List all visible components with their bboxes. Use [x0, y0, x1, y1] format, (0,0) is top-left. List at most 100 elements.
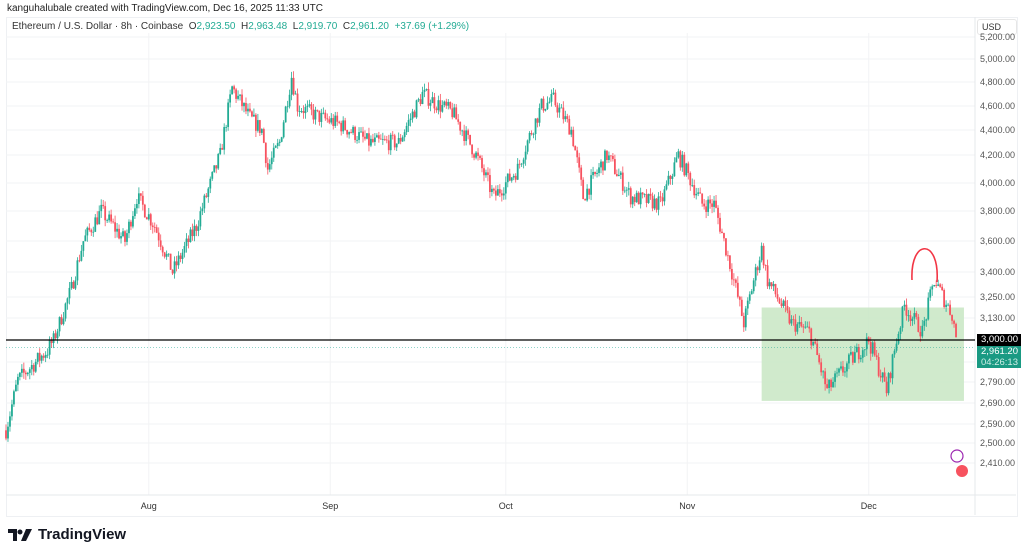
- candle: [939, 284, 942, 287]
- candle: [816, 343, 819, 356]
- candle: [493, 188, 495, 191]
- candle: [427, 89, 430, 106]
- candle: [504, 182, 507, 194]
- chart-pane[interactable]: [6, 17, 1018, 517]
- candle: [383, 139, 386, 140]
- candle: [443, 101, 446, 106]
- candle: [22, 368, 25, 373]
- candle: [576, 150, 579, 158]
- candle: [393, 135, 396, 148]
- candle: [657, 196, 660, 210]
- candle: [453, 107, 456, 118]
- candle: [46, 354, 49, 356]
- candle: [665, 184, 668, 190]
- candle: [395, 143, 398, 148]
- currency-button[interactable]: USD: [977, 19, 1017, 35]
- candle: [272, 147, 275, 158]
- candle: [264, 142, 267, 164]
- candle: [44, 354, 47, 358]
- time-tick-label: Sep: [322, 501, 338, 511]
- candle: [374, 137, 376, 142]
- candle: [857, 346, 860, 360]
- candle: [469, 134, 471, 145]
- candle: [344, 120, 347, 131]
- candle: [840, 366, 842, 369]
- candle: [945, 304, 947, 307]
- candle: [215, 165, 218, 169]
- candle: [34, 361, 37, 372]
- candle: [721, 231, 723, 234]
- candle: [834, 373, 836, 382]
- candle: [441, 105, 444, 112]
- candle: [683, 154, 686, 176]
- candle: [266, 163, 269, 170]
- candle: [613, 159, 616, 175]
- candle: [832, 381, 834, 388]
- candle: [358, 132, 360, 140]
- candle: [655, 198, 658, 210]
- candle: [770, 282, 773, 287]
- candle: [429, 103, 432, 106]
- candle: [130, 221, 132, 227]
- candle: [677, 151, 680, 158]
- candle: [241, 94, 243, 107]
- brand-name: TradingView: [38, 526, 127, 543]
- candle: [243, 102, 245, 107]
- candle: [681, 154, 684, 168]
- candle: [431, 97, 434, 104]
- candle: [90, 229, 93, 233]
- candle: [20, 368, 23, 373]
- candle: [598, 167, 600, 173]
- candle: [120, 236, 122, 239]
- candle: [201, 208, 204, 212]
- candle: [64, 303, 67, 319]
- candle: [899, 327, 902, 334]
- candle: [788, 310, 791, 324]
- candle: [32, 365, 35, 372]
- candle: [153, 226, 156, 228]
- candle: [851, 352, 854, 363]
- candle: [538, 107, 541, 123]
- candle: [334, 115, 337, 126]
- candle: [562, 107, 565, 120]
- price-tick-label: 5,200.00: [980, 32, 1015, 42]
- candle: [564, 116, 567, 120]
- candle: [506, 173, 509, 183]
- candle: [802, 326, 805, 328]
- candle: [7, 426, 9, 439]
- candle: [387, 140, 390, 151]
- candle: [98, 211, 101, 225]
- candle: [181, 252, 184, 259]
- candle: [391, 134, 394, 136]
- candle: [397, 137, 400, 144]
- candle: [911, 318, 914, 321]
- candle: [141, 195, 144, 205]
- candle: [401, 137, 404, 142]
- candle: [915, 313, 918, 317]
- candle: [742, 315, 745, 328]
- candle: [778, 298, 781, 304]
- candle: [207, 188, 210, 197]
- price-tick-label: 5,000.00: [980, 54, 1015, 64]
- candle: [826, 384, 828, 388]
- candle: [518, 163, 521, 165]
- candle: [512, 175, 515, 178]
- candle: [11, 404, 13, 417]
- candle: [532, 134, 535, 135]
- candle: [947, 304, 949, 306]
- candle: [800, 322, 803, 327]
- candle: [776, 294, 779, 299]
- candle: [417, 99, 420, 101]
- candle: [542, 98, 545, 111]
- candle: [929, 289, 932, 298]
- candle: [483, 168, 485, 176]
- candle: [808, 326, 811, 329]
- candle: [639, 192, 642, 205]
- candle: [574, 145, 577, 151]
- candle: [245, 102, 247, 112]
- candle: [451, 108, 454, 118]
- candle: [78, 260, 81, 262]
- candle: [877, 357, 880, 376]
- candle: [18, 372, 21, 377]
